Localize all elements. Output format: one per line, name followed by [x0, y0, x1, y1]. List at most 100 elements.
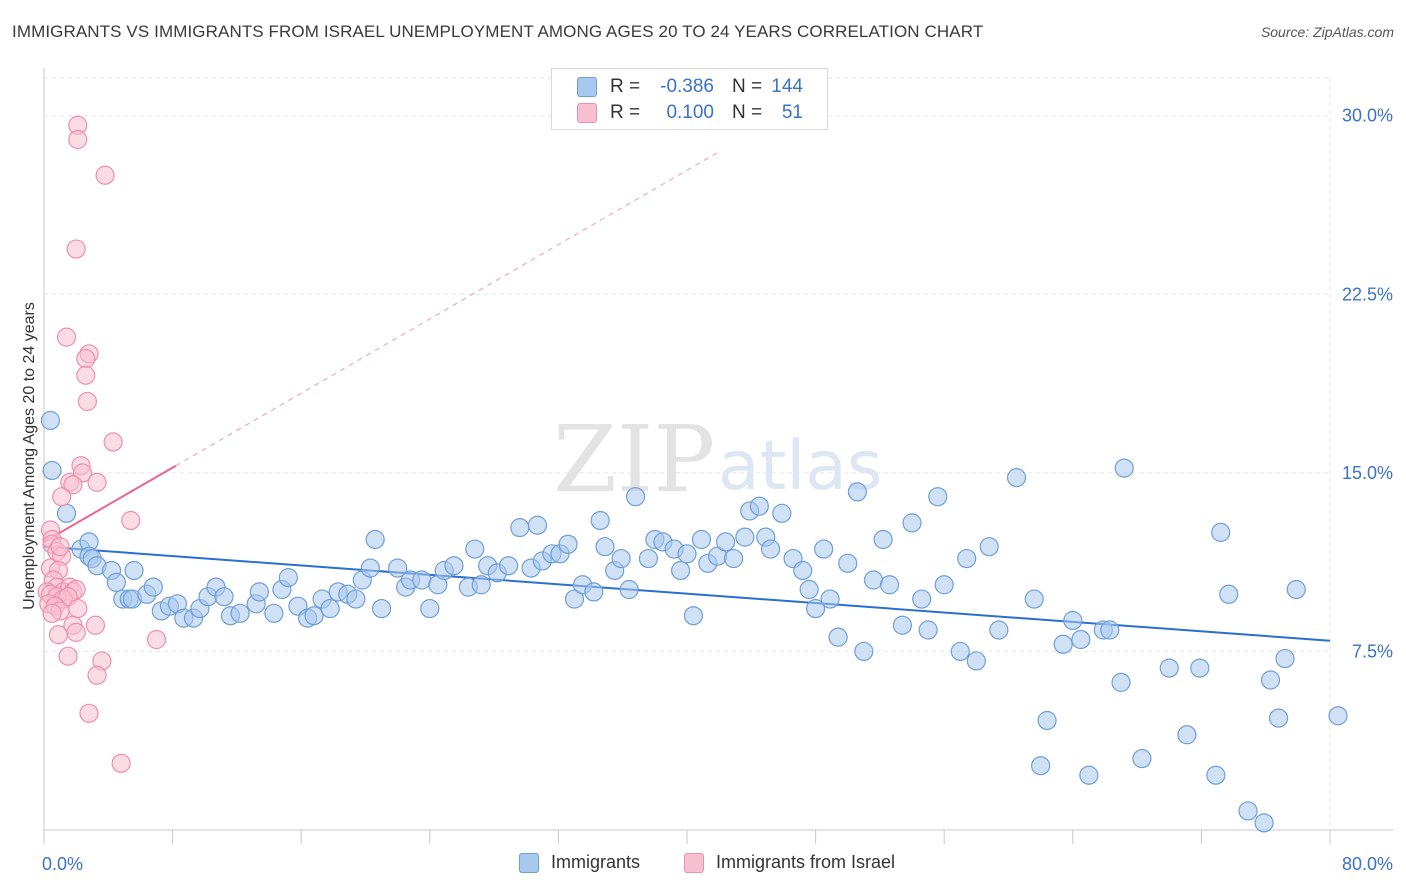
point-immigrants: [918, 620, 938, 640]
point-israel: [66, 622, 86, 642]
point-israel: [95, 165, 115, 185]
point-immigrants: [873, 529, 893, 550]
stats-r-label: R =: [610, 76, 641, 97]
point-immigrants: [510, 518, 530, 538]
point-immigrants: [346, 589, 366, 609]
legend-item-immigrants: Immigrants: [519, 852, 640, 873]
point-immigrants: [611, 548, 631, 569]
stats-n-label: N =: [732, 76, 763, 97]
chart-title: IMMIGRANTS VS IMMIGRANTS FROM ISRAEL UNE…: [12, 22, 984, 41]
point-immigrants: [1053, 634, 1073, 654]
y-tick-label: 15.0%: [1342, 463, 1393, 483]
point-immigrants: [465, 539, 485, 559]
legend-swatch-immigrants: [519, 852, 539, 873]
point-israel: [87, 472, 107, 492]
point-immigrants: [1260, 670, 1281, 690]
point-immigrants: [814, 539, 834, 559]
point-immigrants: [670, 560, 691, 581]
point-immigrants: [527, 515, 548, 535]
point-immigrants: [1177, 725, 1197, 745]
point-immigrants: [749, 496, 769, 516]
point-israel: [56, 327, 77, 347]
point-israel: [48, 625, 69, 645]
point-immigrants: [847, 482, 867, 502]
point-immigrants: [420, 598, 440, 619]
trend-line-israel-extrapolated: [175, 151, 720, 467]
legend-swatch-israel: [684, 852, 704, 873]
stats-r-value: -0.386: [660, 76, 714, 97]
point-immigrants: [304, 606, 324, 626]
point-immigrants: [625, 487, 646, 507]
point-immigrants: [1206, 765, 1226, 785]
point-immigrants: [249, 582, 270, 602]
stats-legend: R = -0.386 N = 144 R = 0.100 N = 51: [551, 68, 828, 130]
point-israel: [77, 391, 98, 412]
point-immigrants: [143, 577, 163, 597]
point-immigrants: [979, 537, 999, 557]
point-immigrants: [1190, 658, 1210, 678]
point-immigrants: [388, 558, 408, 578]
point-israel: [63, 475, 83, 495]
point-israel: [68, 598, 88, 619]
point-immigrants: [854, 641, 874, 662]
point-immigrants: [863, 570, 884, 590]
point-immigrants: [805, 598, 826, 619]
legend-label-israel: Immigrants from Israel: [716, 852, 896, 872]
point-immigrants: [371, 598, 392, 619]
y-tick-label: 22.5%: [1342, 284, 1393, 304]
point-immigrants: [1071, 629, 1091, 650]
point-israel: [103, 432, 123, 452]
point-immigrants: [595, 537, 615, 557]
stats-row-immigrants: R = -0.386 N = 144: [552, 74, 829, 100]
point-immigrants: [498, 556, 519, 576]
point-immigrants: [950, 641, 970, 662]
point-israel: [111, 753, 131, 773]
point-immigrants: [772, 503, 792, 523]
point-israel: [66, 239, 86, 259]
point-immigrants: [1238, 801, 1258, 821]
point-israel: [146, 629, 167, 650]
point-israel: [87, 665, 107, 685]
stats-swatch-immigrants: [577, 77, 597, 97]
stats-swatch-israel: [577, 103, 597, 123]
point-immigrants: [365, 529, 385, 550]
points-israel: [37, 115, 167, 773]
point-immigrants: [838, 553, 858, 573]
point-immigrants: [1219, 584, 1239, 604]
point-immigrants: [214, 587, 234, 607]
y-tick-label: 30.0%: [1342, 106, 1393, 126]
point-immigrants: [966, 651, 986, 671]
point-immigrants: [677, 544, 697, 564]
point-immigrants: [360, 558, 380, 578]
stats-n-label: N =: [732, 102, 763, 123]
legend: Immigrants Immigrants from Israel: [0, 852, 1406, 878]
point-israel: [79, 703, 99, 723]
point-immigrants: [278, 568, 298, 588]
point-immigrants: [1024, 589, 1044, 609]
point-immigrants: [957, 548, 977, 569]
point-immigrants: [412, 570, 432, 590]
point-immigrants: [1211, 522, 1231, 542]
stats-n-value: 144: [771, 76, 803, 97]
point-immigrants: [892, 615, 913, 635]
point-israel: [58, 646, 78, 666]
point-immigrants: [799, 579, 819, 600]
point-immigrants: [584, 582, 604, 602]
point-immigrants: [735, 527, 755, 547]
point-immigrants: [820, 589, 840, 609]
stats-n-value: 51: [781, 102, 803, 123]
point-immigrants: [471, 575, 491, 595]
point-immigrants: [715, 532, 736, 552]
point-immigrants: [320, 598, 340, 619]
point-immigrants: [619, 579, 639, 600]
point-immigrants: [683, 606, 704, 626]
point-israel: [85, 615, 106, 635]
point-immigrants: [56, 503, 77, 523]
point-immigrants: [106, 572, 126, 592]
point-israel: [76, 365, 96, 385]
point-immigrants: [40, 410, 61, 431]
point-immigrants: [1111, 672, 1131, 692]
point-immigrants: [1114, 458, 1134, 478]
point-immigrants: [879, 575, 900, 595]
